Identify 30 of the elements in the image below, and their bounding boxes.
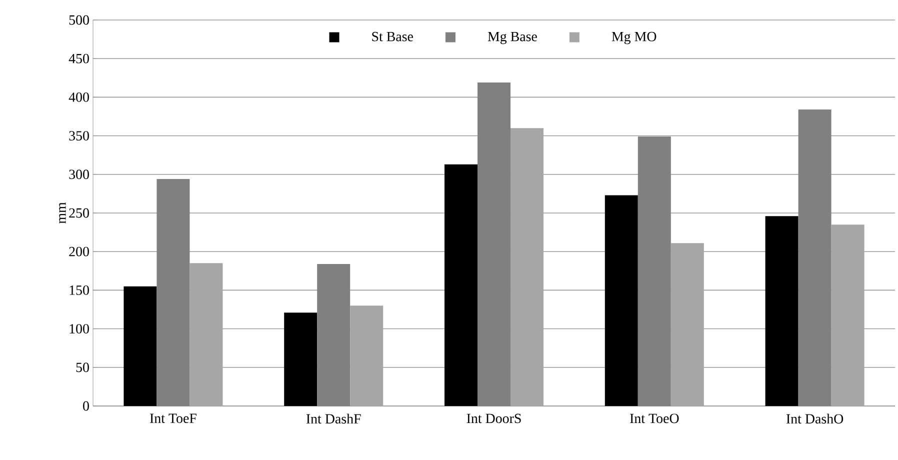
bar bbox=[190, 263, 223, 406]
y-tick-label: 100 bbox=[70, 324, 89, 334]
x-tick-label: Int ToeF bbox=[150, 414, 196, 424]
bar bbox=[831, 224, 864, 406]
legend-label: Mg MO bbox=[612, 32, 656, 44]
y-tick-label: 500 bbox=[69, 15, 89, 25]
bar bbox=[284, 312, 318, 406]
y-tick-label: 450 bbox=[68, 54, 89, 64]
y-tick-label: 50 bbox=[76, 362, 89, 372]
y-axis-title: mm bbox=[59, 202, 66, 224]
y-tick-label: 150 bbox=[70, 285, 89, 295]
y-tick-label: 400 bbox=[68, 92, 89, 102]
y-tick-label: 300 bbox=[69, 170, 89, 180]
x-tick-label: Int ToeO bbox=[630, 414, 679, 424]
bar bbox=[350, 306, 384, 406]
bar bbox=[670, 243, 704, 406]
x-tick-label: Int DashF bbox=[306, 414, 361, 424]
x-tick-label: Int DoorS bbox=[466, 414, 521, 424]
bar bbox=[444, 164, 478, 406]
legend-label: Mg Base bbox=[488, 32, 537, 44]
bar bbox=[124, 286, 157, 406]
y-tick-label: 250 bbox=[69, 208, 89, 218]
y-tick-label: 350 bbox=[69, 131, 89, 140]
y-tick-label: 200 bbox=[69, 246, 89, 256]
legend-label: St Base bbox=[372, 32, 413, 42]
y-tick-label: 0 bbox=[83, 401, 89, 411]
bar bbox=[510, 128, 544, 406]
x-tick-label: Int DashO bbox=[786, 414, 844, 424]
bar bbox=[765, 216, 798, 406]
bar bbox=[604, 195, 638, 406]
